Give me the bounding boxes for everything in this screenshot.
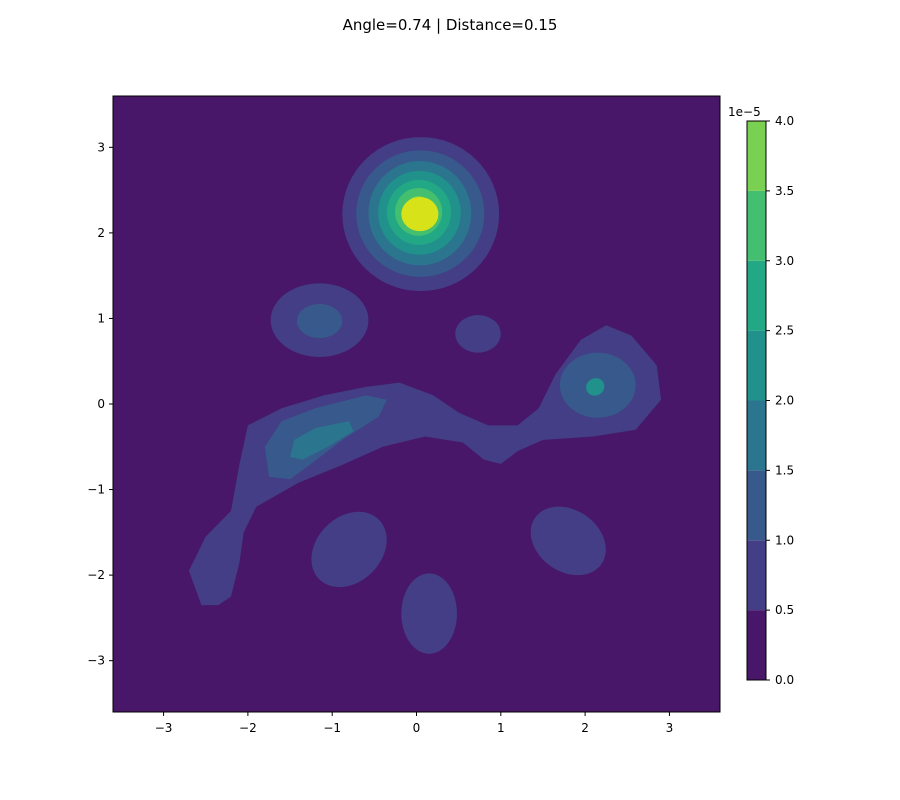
colorbar-tick-label: 2.5 [775,324,794,338]
colorbar-band [747,470,766,541]
y-tick-label: −2 [87,568,105,582]
x-tick-label: 2 [581,721,589,735]
contour-band-peak8-level1 [401,573,457,654]
contour-band-peak7-level1 [530,506,606,576]
colorbar-tick-label: 0.5 [775,603,794,617]
y-tick-label: 3 [97,140,105,154]
colorbar-tick-label: 0.0 [775,673,794,687]
colorbar-band [747,190,766,261]
contour-band-peak4-level4 [586,378,605,396]
contour-band-peak2-level1 [455,315,501,353]
colorbar: 0.0 0.5 1.0 1.5 2.0 2.5 3.0 3.5 4.0 1e−5 [728,105,794,687]
colorbar-tick-label: 2.0 [775,394,794,408]
contour-band-peak0-level8 [401,196,439,232]
colorbar-ticks: 0.0 0.5 1.0 1.5 2.0 2.5 3.0 3.5 4.0 [766,114,794,687]
x-tick-label: −3 [155,721,173,735]
colorbar-tick-label: 1.5 [775,463,794,477]
x-tick-label: 0 [413,721,421,735]
contour-fill-layer [188,137,661,654]
colorbar-band [747,540,766,611]
y-tick-label: 2 [97,226,105,240]
colorbar-band [747,260,766,331]
x-tick-label: −2 [239,721,257,735]
contour-band-peak1-level2 [296,303,343,339]
colorbar-tick-label: 4.0 [775,114,794,128]
chart-title: Angle=0.74 | Distance=0.15 [343,16,558,34]
colorbar-tick-label: 3.5 [775,184,794,198]
y-tick-label: 0 [97,397,105,411]
x-tick-label: 3 [666,721,674,735]
colorbar-band [747,610,766,680]
colorbar-tick-label: 3.0 [775,254,794,268]
y-axis: −3 −2 −1 0 1 2 3 [87,140,113,668]
x-tick-label: −1 [323,721,341,735]
x-axis: −3 −2 −1 0 1 2 3 [155,712,674,735]
contour-band-peak6-level1 [311,511,387,588]
y-tick-label: −3 [87,654,105,668]
colorbar-bands [747,121,766,680]
colorbar-band [747,121,766,191]
colorbar-tick-label: 1.0 [775,533,794,547]
x-tick-label: 1 [497,721,505,735]
colorbar-band [747,330,766,401]
y-tick-label: −1 [87,483,105,497]
y-tick-label: 1 [97,311,105,325]
colorbar-band [747,400,766,471]
colorbar-offset-label: 1e−5 [728,105,761,119]
contour-band-peak3-level3 [290,421,354,460]
plot-area [112,95,721,713]
